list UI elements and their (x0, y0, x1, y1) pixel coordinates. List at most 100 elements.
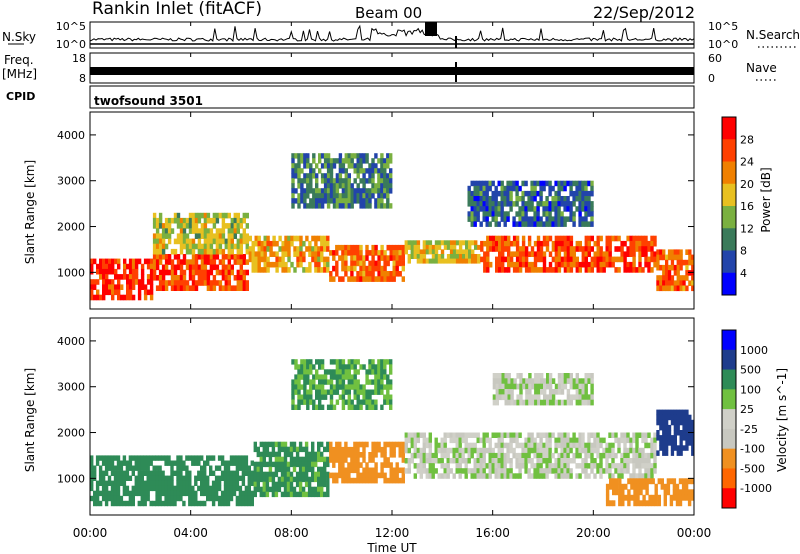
heatmap-cell (315, 369, 319, 375)
heatmap-cell (347, 265, 351, 272)
heatmap-cell (317, 446, 321, 453)
heatmap-cell (566, 216, 570, 222)
heatmap-cell (650, 468, 654, 474)
heatmap-cell (515, 473, 519, 479)
heatmap-cell (274, 461, 279, 468)
heatmap-cell (290, 235, 294, 242)
heatmap-cell (667, 285, 672, 292)
heatmap-cell (644, 458, 648, 464)
heatmap-cell (347, 369, 351, 375)
heatmap-cell (539, 452, 543, 459)
heatmap-cell (158, 248, 163, 255)
heatmap-cell (320, 178, 325, 184)
heatmap-cell (200, 269, 205, 276)
heatmap-cell (90, 485, 94, 492)
heatmap-cell (377, 250, 381, 256)
heatmap-cell (492, 394, 497, 401)
heatmap-cell (235, 470, 240, 476)
heatmap-cell (461, 458, 465, 464)
heatmap-cell (685, 430, 689, 436)
heatmap-cell (639, 489, 643, 496)
heatmap-cell (536, 190, 540, 197)
heatmap-cell (318, 168, 322, 174)
heatmap-cell (386, 457, 390, 463)
heatmap-cell (446, 432, 450, 438)
heatmap-cell (569, 206, 573, 212)
heatmap-cell (217, 455, 222, 461)
heatmap-cell (560, 437, 564, 444)
power-y-title: Slant Range [km] (23, 160, 37, 264)
heatmap-cell (292, 441, 297, 448)
heatmap-cell (446, 244, 451, 250)
heatmap-cell (512, 473, 516, 479)
heatmap-cell (515, 432, 519, 438)
heatmap-cell (659, 285, 663, 292)
heatmap-cell (182, 269, 187, 276)
heatmap-cell (587, 251, 591, 257)
heatmap-cell (209, 264, 214, 271)
heatmap-cell (250, 475, 254, 481)
heatmap-cell (309, 183, 313, 189)
heatmap-cell (512, 447, 516, 454)
heatmap-cell (323, 491, 327, 498)
heatmap-cell (539, 180, 543, 187)
heatmap-cell (524, 206, 528, 212)
heatmap-cell (635, 246, 639, 252)
heatmap-cell (551, 389, 556, 395)
heatmap-cell (338, 452, 342, 458)
heatmap-cell (206, 248, 211, 255)
heatmap-cell (521, 246, 526, 252)
heatmap-cell (362, 168, 366, 174)
heatmap-cell (392, 467, 396, 474)
heatmap-cell (99, 274, 103, 280)
heatmap-cell (155, 233, 160, 239)
heatmap-cell (590, 468, 594, 474)
heatmap-cell (688, 435, 692, 441)
heatmap-cell (468, 244, 472, 250)
heatmap-cell (221, 285, 226, 291)
heatmap-cell (533, 452, 537, 459)
heatmap-cell (498, 394, 502, 401)
heatmap-cell (614, 463, 618, 469)
heatmap-cell (530, 206, 534, 212)
heatmap-cell (362, 384, 366, 390)
heatmap-cell (123, 274, 127, 280)
heatmap-cell (491, 468, 495, 474)
heatmap-cell (194, 243, 199, 250)
heatmap-cell (648, 494, 652, 501)
heatmap-cell (335, 244, 339, 251)
heatmap-cell (584, 251, 588, 257)
heatmap-cell (256, 476, 260, 483)
heatmap-cell (368, 457, 372, 463)
cpid-label: CPID (6, 90, 35, 103)
heatmap-cell (362, 178, 366, 184)
heatmap-cell (383, 255, 387, 261)
heatmap-cell (298, 461, 303, 468)
heatmap-cell (262, 476, 266, 483)
heatmap-cell (149, 279, 154, 285)
heatmap-cell (227, 243, 231, 250)
heatmap-cell (134, 480, 138, 486)
heatmap-cell (332, 163, 337, 169)
heatmap-cell (644, 452, 648, 459)
heatmap-cell (488, 473, 492, 479)
heatmap-cell (269, 251, 273, 257)
heatmap-cell (315, 394, 319, 400)
heatmap-cell (512, 221, 516, 227)
heatmap-cell (498, 378, 502, 384)
heatmap-cell (371, 389, 375, 395)
heatmap-cell (673, 414, 677, 421)
heatmap-cell (623, 267, 627, 273)
heatmap-cell (482, 206, 486, 212)
heatmap-cell (462, 240, 466, 246)
heatmap-cell (332, 462, 336, 468)
heatmap-cell (596, 240, 600, 247)
heatmap-cell (518, 185, 522, 192)
heatmap-cell (356, 255, 360, 261)
heatmap-cell (179, 223, 184, 229)
heatmap-cell (271, 446, 276, 453)
heatmap-cell (323, 456, 327, 463)
heatmap-cell (203, 254, 208, 260)
heatmap-cell (227, 223, 231, 229)
